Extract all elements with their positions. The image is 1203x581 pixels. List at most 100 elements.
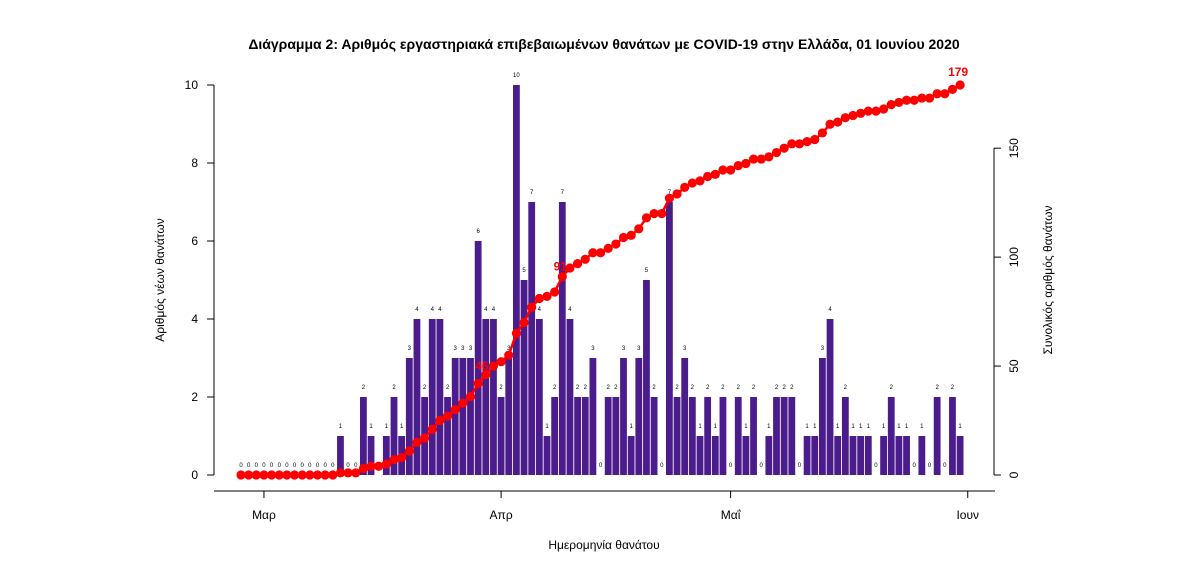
bar-value-label: 1 [813,424,817,430]
bar-value-label: 0 [239,463,243,469]
bar-value-label: 4 [438,307,442,313]
cumulative-point [335,468,346,478]
cumulative-point [840,113,850,123]
bar [711,436,719,475]
cumulative-point [312,470,323,480]
bar-value-label: 3 [461,346,465,352]
bar-value-label: 2 [675,385,679,391]
cumulative-point [496,357,506,367]
bar [734,397,742,475]
bar-value-label: 2 [499,385,503,391]
cumulative-point [634,224,644,234]
cumulative-point [802,137,812,147]
bar [543,436,551,475]
cumulative-point [879,104,889,114]
cumulative-annotation: 46 [475,359,489,373]
y-axis-label: Αριθμός νέων θανάτων [153,218,167,341]
bar-value-label: 1 [897,424,901,430]
bar [513,85,520,475]
bar-value-label: 1 [744,424,748,430]
bar [895,436,903,475]
cumulative-point [748,154,759,164]
x-tick-label: Απρ [490,508,513,522]
bar-value-label: 1 [805,424,809,430]
bar [666,202,673,475]
cumulative-line [236,80,965,480]
bar [444,397,451,475]
bar [643,280,650,475]
cumulative-point [366,461,376,471]
bar-value-label: 2 [584,385,588,391]
bar [620,358,627,475]
bar-value-label: 1 [385,424,389,430]
cumulative-point [397,452,407,463]
bar-value-label: 7 [668,190,672,196]
bar-value-label: 0 [928,463,932,469]
cumulative-annotation: 91 [554,260,568,274]
bar [864,436,872,475]
bar [933,397,941,475]
bar [688,397,696,475]
bar-value-label: 1 [698,424,702,430]
cumulative-point [573,259,583,269]
cumulative-point [328,470,338,480]
bar [673,397,681,475]
bar [520,280,528,475]
bar [742,436,750,475]
bar [467,358,474,475]
cumulative-point [358,463,368,474]
bar-value-label: 2 [553,385,557,391]
bar-value-label: 1 [369,424,373,430]
cumulative-point [412,437,422,447]
cumulative-point [244,470,254,480]
cumulative-point [817,128,828,138]
bar [574,397,581,475]
bar-value-label: 2 [423,385,427,391]
bar [750,397,757,475]
bar [482,319,490,475]
cumulative-point [863,106,873,116]
bar [360,397,367,475]
bar-value-label: 0 [943,463,947,469]
cumulative-point [626,230,636,240]
bar [566,319,574,475]
cumulative-point [871,106,881,116]
cumulative-point [557,272,567,282]
bar-value-label: 2 [737,385,741,391]
cumulative-point [618,232,629,243]
bar [696,436,704,475]
bar-value-label: 1 [859,424,863,430]
bar-value-label: 3 [507,346,511,352]
bar [834,436,842,475]
bar-value-label: 10 [513,73,520,79]
bar-value-label: 2 [935,385,939,391]
bar-value-label: 7 [561,190,565,196]
bar-value-label: 1 [867,424,871,430]
bar [841,397,849,475]
bar-value-label: 3 [683,346,687,352]
cumulative-point [595,248,606,258]
y-tick-label: 4 [191,312,198,326]
bar [956,436,964,475]
cumulative-point [710,169,720,179]
cumulative-point [282,470,292,480]
cumulative-point [381,459,391,469]
bar-value-label: 2 [446,385,450,391]
y-tick-label: 0 [191,468,198,482]
cumulative-point [695,176,705,186]
cumulative-point [343,468,353,478]
bar-value-label: 1 [851,424,855,430]
bar-value-label: 1 [629,424,633,430]
bar [880,436,887,475]
bar [604,397,612,475]
cumulative-point [481,370,491,380]
bar-value-label: 0 [301,463,305,469]
bar-value-label: 3 [469,346,473,352]
cumulative-point [427,424,437,434]
bar-value-label: 1 [339,424,343,430]
bars [337,85,964,475]
cumulative-point [733,161,743,171]
cumulative-point [527,302,537,312]
cumulative-point [924,93,935,103]
bar-value-label: 0 [599,463,603,469]
